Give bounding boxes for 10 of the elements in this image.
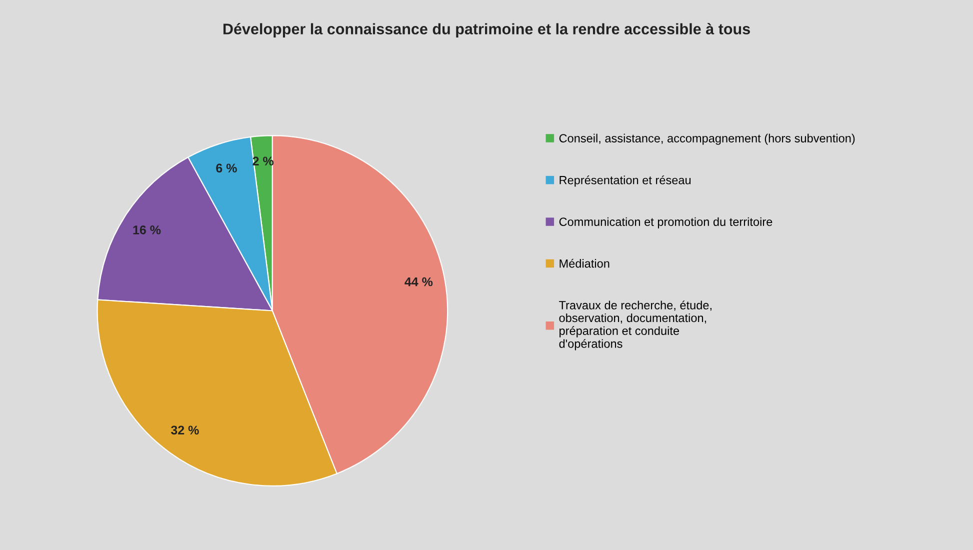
data-label: 32 %	[170, 426, 199, 435]
legend-label: Communication et promotion du territoire	[559, 217, 772, 228]
legend-label: Représentation et réseau	[560, 175, 691, 187]
data-label: 16 %	[133, 225, 161, 234]
legend-label: Médiation	[560, 258, 610, 268]
data-label: 6 %	[216, 164, 237, 173]
data-label: 44 %	[404, 277, 433, 286]
chart-title: Développer la connaissance du patrimoine et la rendre accessible à tous	[223, 23, 750, 38]
legend-label: Travaux de recherche, étude, observation, documentation, préparation et conduite d'opérations	[559, 300, 712, 350]
legend-label: Conseil, assistance, accompagnement (hors subvention)	[559, 134, 855, 145]
